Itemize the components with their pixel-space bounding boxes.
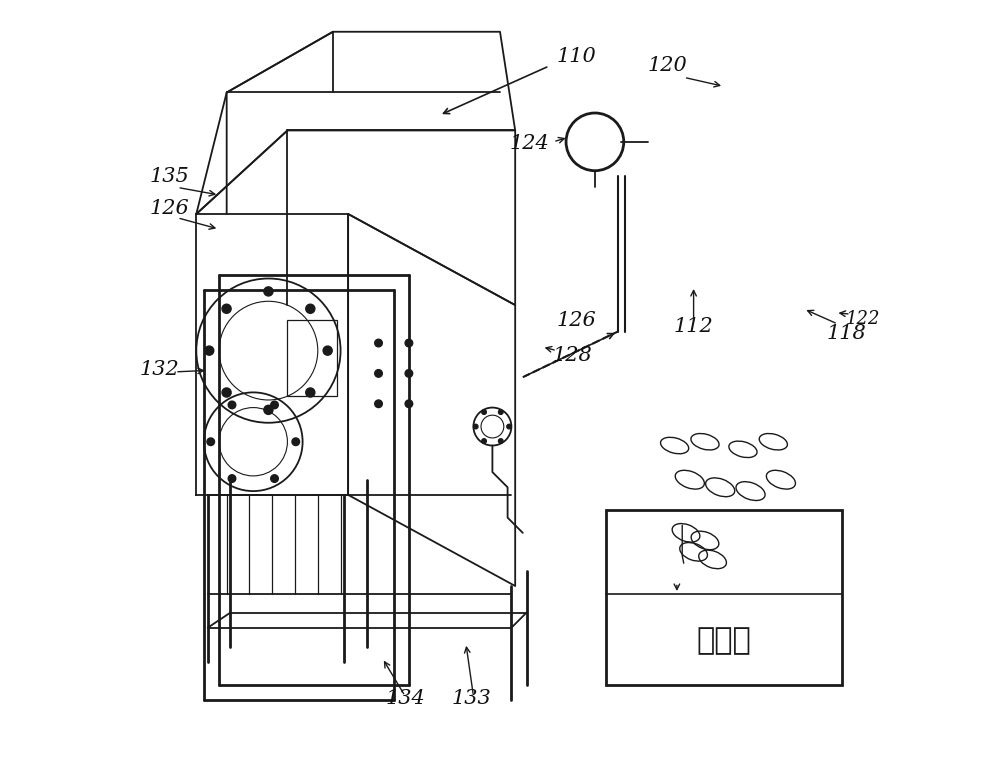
Circle shape (228, 401, 236, 408)
Text: 120: 120 (647, 56, 687, 75)
Circle shape (405, 339, 413, 347)
Text: 泵储罐: 泵储罐 (697, 626, 751, 655)
Circle shape (507, 424, 511, 429)
Circle shape (271, 475, 278, 482)
Text: 124: 124 (510, 134, 549, 153)
Text: 132: 132 (139, 360, 179, 379)
Circle shape (306, 388, 315, 397)
Circle shape (498, 410, 503, 415)
Text: 126: 126 (149, 199, 189, 218)
Circle shape (323, 346, 332, 355)
Circle shape (482, 439, 486, 443)
Text: 118: 118 (826, 325, 866, 343)
Circle shape (207, 438, 215, 446)
Circle shape (264, 287, 273, 296)
Text: 128: 128 (552, 345, 592, 364)
Circle shape (205, 346, 214, 355)
Text: 135: 135 (149, 167, 189, 186)
Circle shape (271, 401, 278, 408)
Circle shape (473, 424, 478, 429)
Circle shape (375, 400, 382, 408)
Circle shape (292, 438, 300, 446)
Text: 133: 133 (451, 689, 491, 708)
Text: 110: 110 (556, 47, 596, 66)
Circle shape (498, 439, 503, 443)
Text: 112: 112 (674, 317, 713, 335)
Circle shape (264, 405, 273, 415)
Circle shape (482, 410, 486, 415)
Bar (606, 510, 842, 685)
Bar (287, 320, 337, 396)
Circle shape (375, 339, 382, 347)
Circle shape (306, 304, 315, 313)
Circle shape (222, 388, 231, 397)
Text: 126: 126 (556, 312, 596, 331)
Text: 134: 134 (385, 689, 425, 708)
Circle shape (222, 304, 231, 313)
Circle shape (375, 370, 382, 377)
Circle shape (405, 370, 413, 377)
Text: 122: 122 (845, 310, 880, 328)
Circle shape (405, 400, 413, 408)
Circle shape (228, 475, 236, 482)
